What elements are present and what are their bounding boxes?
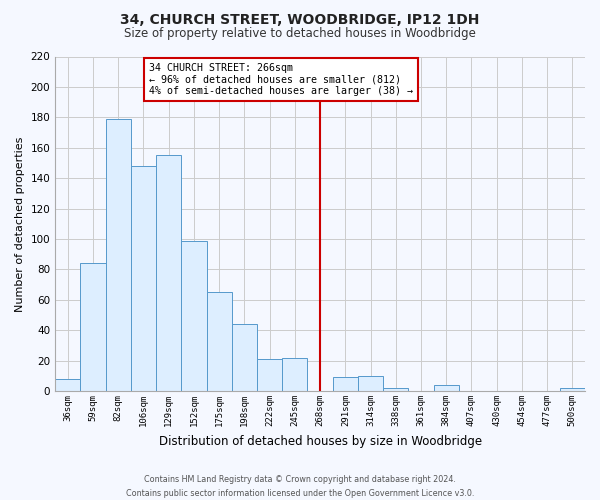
Bar [560, 388, 585, 391]
Text: Contains HM Land Registry data © Crown copyright and database right 2024.
Contai: Contains HM Land Registry data © Crown c… [126, 476, 474, 498]
Bar [131, 166, 156, 391]
Bar [106, 119, 131, 391]
Bar [181, 240, 206, 391]
Text: Size of property relative to detached houses in Woodbridge: Size of property relative to detached ho… [124, 28, 476, 40]
Bar [156, 156, 181, 391]
Bar [80, 264, 106, 391]
Bar [257, 359, 282, 391]
Y-axis label: Number of detached properties: Number of detached properties [15, 136, 25, 312]
Bar [232, 324, 257, 391]
Bar [332, 378, 358, 391]
Bar [282, 358, 307, 391]
Text: 34, CHURCH STREET, WOODBRIDGE, IP12 1DH: 34, CHURCH STREET, WOODBRIDGE, IP12 1DH [121, 12, 479, 26]
Bar [434, 385, 459, 391]
Bar [206, 292, 232, 391]
Bar [358, 376, 383, 391]
Text: 34 CHURCH STREET: 266sqm
← 96% of detached houses are smaller (812)
4% of semi-d: 34 CHURCH STREET: 266sqm ← 96% of detach… [149, 62, 413, 96]
X-axis label: Distribution of detached houses by size in Woodbridge: Distribution of detached houses by size … [158, 434, 482, 448]
Bar [383, 388, 409, 391]
Bar [55, 379, 80, 391]
